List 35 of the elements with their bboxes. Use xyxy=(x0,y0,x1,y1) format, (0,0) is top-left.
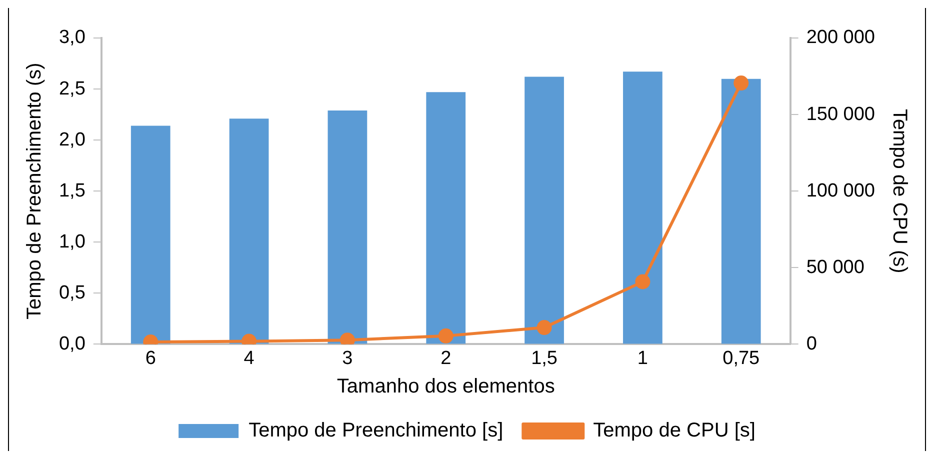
y2-tick-label: 200 000 xyxy=(806,27,876,48)
point xyxy=(438,328,454,344)
y2-tick-label: 50 000 xyxy=(806,256,864,278)
y-tick-label: 3,0 xyxy=(58,27,86,48)
x-tick-label: 6 xyxy=(145,348,156,369)
y-tick-label: 2,5 xyxy=(58,78,86,100)
point xyxy=(734,76,749,91)
x-tick-label: 0,75 xyxy=(722,348,760,369)
y2-tick-label: 150 000 xyxy=(806,104,876,125)
bar xyxy=(328,110,368,344)
y-tick-label: 2,0 xyxy=(58,129,86,150)
bar xyxy=(229,118,269,344)
bar xyxy=(623,72,662,344)
point xyxy=(635,274,650,290)
y2-axis-title: Tempo de CPU (s) xyxy=(888,108,910,274)
y-tick-label: 0,5 xyxy=(58,282,86,304)
legend-label: Tempo de CPU [s] xyxy=(593,420,756,442)
x-tick-label: 2 xyxy=(440,348,452,369)
x-tick-label: 1,5 xyxy=(531,348,558,369)
bar xyxy=(130,126,170,344)
y2-tick-label: 100 000 xyxy=(806,180,876,202)
x-tick-label: 4 xyxy=(244,348,255,369)
y-tick-label: 0,0 xyxy=(58,333,86,354)
y2-tick-label: 0 xyxy=(806,333,817,354)
y-tick-label: 1,0 xyxy=(58,231,86,252)
bar xyxy=(721,78,761,344)
x-axis-title: Tamanho dos elementos xyxy=(336,376,555,398)
bar xyxy=(524,76,564,344)
y-tick-label: 1,5 xyxy=(58,180,86,202)
point xyxy=(340,332,355,344)
bar xyxy=(426,92,466,344)
y-axis-title: Tempo de Preenchimento (s) xyxy=(24,62,46,320)
x-tick-label: 1 xyxy=(637,348,648,369)
legend-label: Tempo de Preenchimento [s] xyxy=(248,420,504,442)
x-tick-label: 3 xyxy=(342,348,353,369)
